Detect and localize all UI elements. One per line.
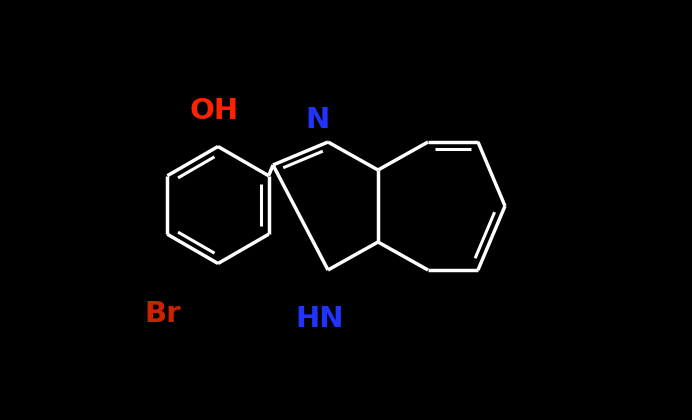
Text: N: N — [306, 106, 330, 134]
Text: OH: OH — [190, 97, 239, 124]
Text: HN: HN — [295, 305, 344, 333]
Text: Br: Br — [145, 299, 181, 328]
